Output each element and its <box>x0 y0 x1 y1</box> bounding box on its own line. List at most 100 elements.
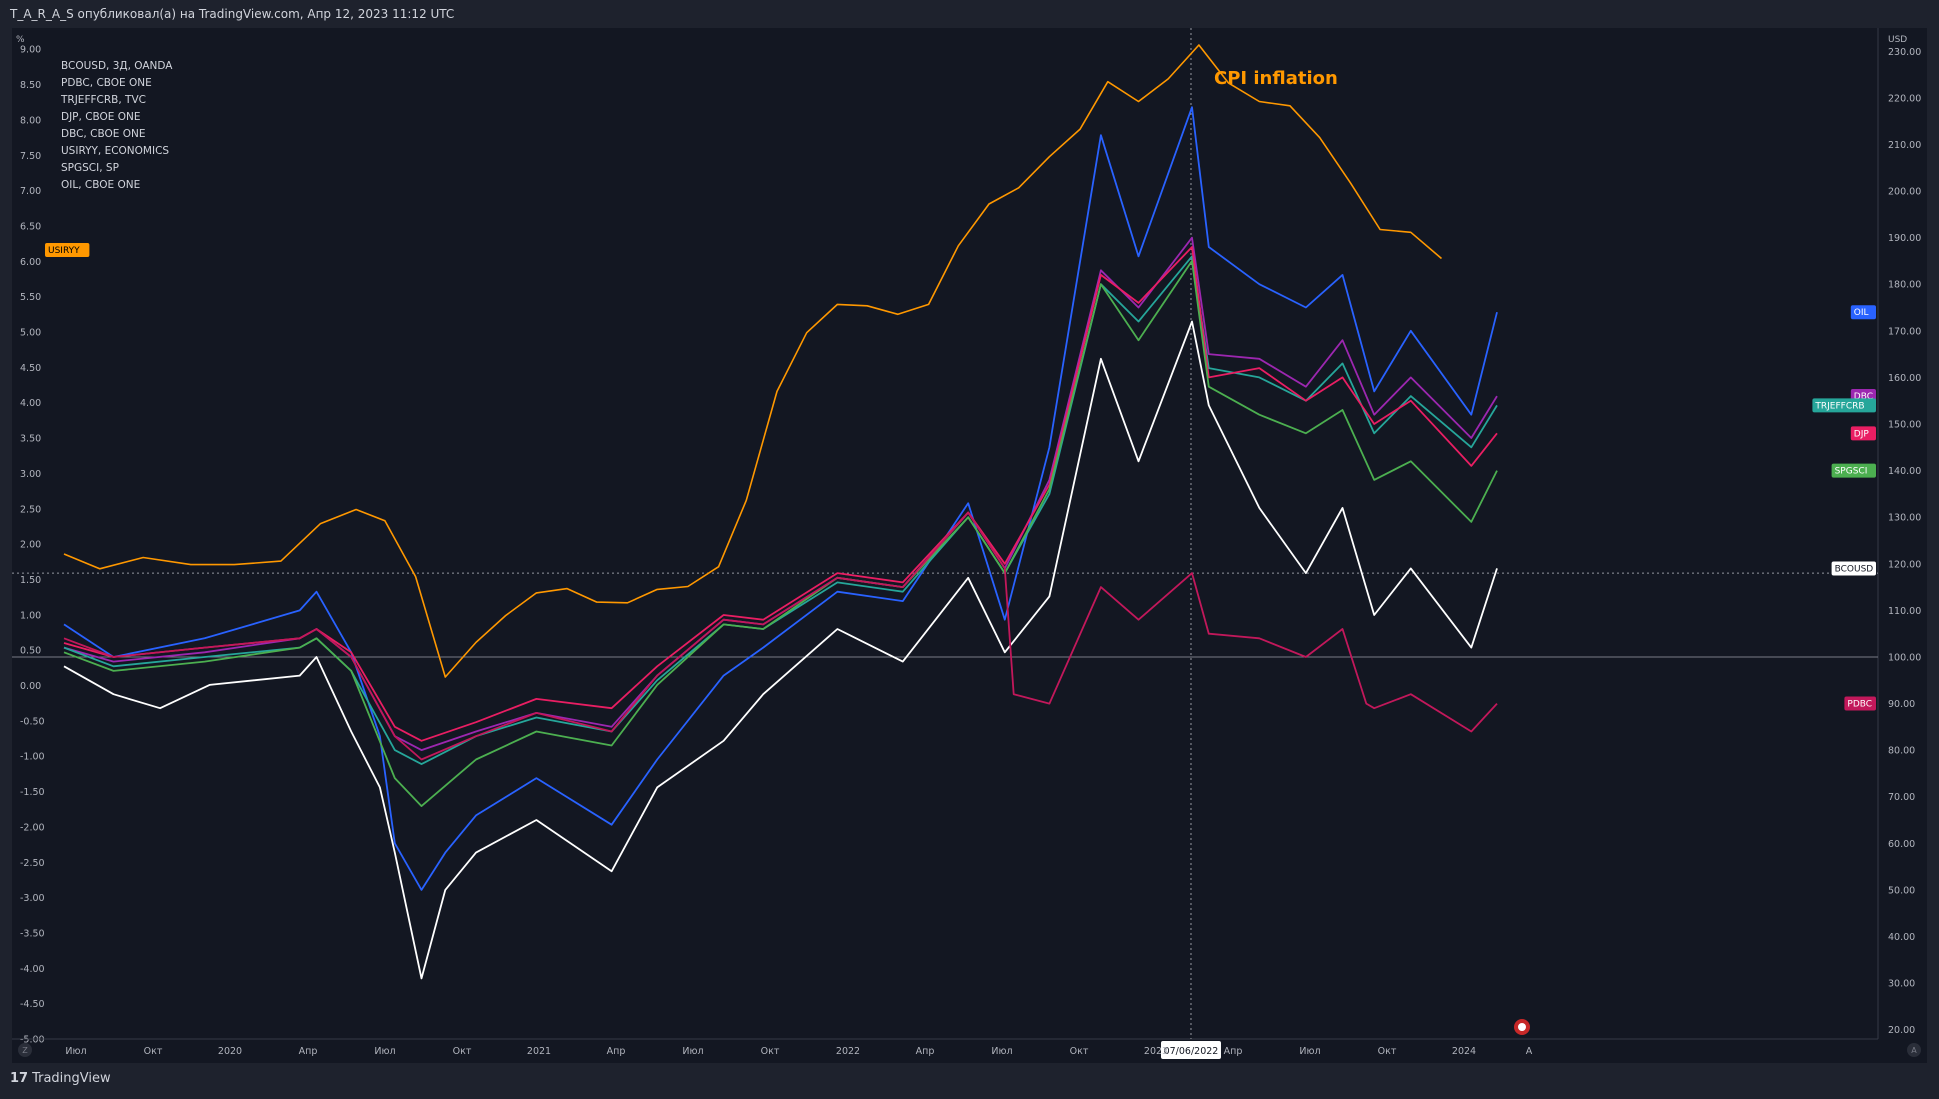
series-line-oil[interactable] <box>63 106 1498 891</box>
tradingview-logo[interactable]: 17 TradingView <box>10 1071 111 1086</box>
reference-lines <box>12 28 1879 1040</box>
series-line-spgsci[interactable] <box>63 260 1498 807</box>
time-axis-label: А <box>1526 1046 1533 1057</box>
badge-label-usiryy: USIRYY <box>48 246 80 256</box>
series-line-dbc[interactable] <box>63 236 1498 751</box>
right-axis-tick-label: 60.00 <box>1888 839 1915 850</box>
right-axis-tick-label: 200.00 <box>1888 187 1921 198</box>
legend-item[interactable]: TRJEFFCRB, TVC <box>61 94 146 106</box>
left-axis-tick-label: -1.50 <box>20 787 45 798</box>
time-axis-label: Окт <box>1070 1046 1089 1057</box>
time-axis-label: Июл <box>682 1046 703 1057</box>
crosshair-date-label: 07/06/2022 <box>1164 1046 1219 1057</box>
left-axis-tick-label: -2.50 <box>20 858 45 869</box>
right-axis-tick-label: 100.00 <box>1888 652 1921 663</box>
right-axis-tick-label: 230.00 <box>1888 47 1921 58</box>
left-axis-tick-label: 0.00 <box>20 681 41 692</box>
time-axis-label: Окт <box>1378 1046 1397 1057</box>
time-axis[interactable]: 07/06/2022 Июл Окт 2020 Апр Июл Окт 2021 Апр Июл О… <box>18 1019 1921 1059</box>
right-axis-tick-label: 170.00 <box>1888 326 1921 337</box>
left-axis-tick-label: 0.50 <box>20 646 41 657</box>
badge-bg-bcousd <box>1831 561 1876 576</box>
right-axis-tick-label: 80.00 <box>1888 746 1915 757</box>
left-axis-tick-label: -3.00 <box>20 893 45 904</box>
time-axis-label: Апр <box>607 1046 626 1057</box>
left-axis-tick-label: -0.50 <box>20 716 45 727</box>
footer-bar: 17 TradingView <box>0 1063 1939 1099</box>
series-lines[interactable] <box>63 44 1498 980</box>
us-flag-event-icon-inner <box>1518 1023 1526 1031</box>
auto-scale-label: A <box>1911 1046 1917 1055</box>
time-axis-label: 2022 <box>836 1046 860 1057</box>
tradingview-brand-text: TradingView <box>32 1071 111 1086</box>
badge-bg-oil <box>1850 305 1876 320</box>
left-axis-tick-label: 5.00 <box>20 328 41 339</box>
left-axis-tick-label: 2.50 <box>20 504 41 515</box>
left-axis-tick-label: 7.50 <box>20 151 41 162</box>
left-axis-tick-label: 6.50 <box>20 221 41 232</box>
legend-item[interactable]: BCOUSD, 3Д, OANDA <box>61 60 173 72</box>
time-axis-label: Июл <box>374 1046 395 1057</box>
series-legend: BCOUSD, 3Д, OANDA PDBC, CBOE ONE TRJEFFCRB… <box>61 58 173 194</box>
badge-label-dbc: DBC <box>1854 392 1873 402</box>
time-axis-label: Окт <box>453 1046 472 1057</box>
series-line-bcousd[interactable] <box>63 320 1498 980</box>
series-line-djp[interactable] <box>63 246 1498 742</box>
left-axis-tick-label: 4.50 <box>20 363 41 374</box>
legend-item[interactable]: DJP, CBOE ONE <box>61 111 141 123</box>
left-axis-tick-label: -4.50 <box>20 999 45 1010</box>
left-axis-tick-label: -3.50 <box>20 928 45 939</box>
zoom-corner-button[interactable] <box>18 1043 32 1057</box>
right-price-axis[interactable]: USD 230.00 220.00 210.00 200.00 190.00 180.00 1… <box>1888 35 1921 1036</box>
legend-item[interactable]: DBC, CBOE ONE <box>61 128 146 140</box>
crosshair-date-box <box>1160 1041 1221 1059</box>
legend-item[interactable]: OIL, CBOE ONE <box>61 179 141 191</box>
legend-item[interactable]: PDBC, CBOE ONE <box>61 77 152 89</box>
left-axis-unit: % <box>16 35 25 45</box>
right-axis-tick-label: 130.00 <box>1888 513 1921 524</box>
right-axis-unit: USD <box>1888 35 1907 45</box>
left-axis-tick-label: 7.00 <box>20 186 41 197</box>
badge-label-bcousd: BCOUSD <box>1835 564 1874 574</box>
zoom-corner-label: Z <box>22 1046 28 1055</box>
badge-label-djp: DJP <box>1854 429 1870 439</box>
right-axis-tick-label: 110.00 <box>1888 606 1921 617</box>
tradingview-logo-icon: 17 <box>10 1071 29 1086</box>
badge-label-trjeffcrb: TRJEFFCRB <box>1814 401 1864 411</box>
time-axis-label: 2023 <box>1144 1046 1168 1057</box>
time-axis-label: Июл <box>1299 1046 1320 1057</box>
badge-bg-pdbc <box>1844 696 1876 711</box>
series-line-pdbc[interactable] <box>63 511 1498 761</box>
series-line-trjeffcrb[interactable] <box>63 255 1498 765</box>
badge-label-oil: OIL <box>1854 308 1869 318</box>
chart-canvas[interactable]: %9.00 8.50 8.00 7.50 7.00 6.50 6.00 5.50 5.00 4.5… <box>12 28 1927 1063</box>
legend-item[interactable]: USIRYY, ECONOMICS <box>61 145 170 157</box>
time-axis-label: Окт <box>761 1046 780 1057</box>
time-axis-label: 2020 <box>218 1046 242 1057</box>
right-axis-tick-label: 150.00 <box>1888 420 1921 431</box>
right-axis-tick-label: 70.00 <box>1888 792 1915 803</box>
legend-item[interactable]: SPGSCI, SP <box>61 162 119 174</box>
badge-bg-usiryy <box>45 243 90 257</box>
left-axis-tick-label: 1.00 <box>20 610 41 621</box>
time-axis-label: Апр <box>299 1046 318 1057</box>
right-axis-tick-label: 30.00 <box>1888 979 1915 990</box>
left-axis-tick-label: 9.00 <box>20 45 41 56</box>
right-axis-tick-label: 20.00 <box>1888 1025 1915 1036</box>
series-line-usiryy[interactable] <box>63 44 1443 678</box>
left-axis-tick-label: 3.00 <box>20 469 41 480</box>
right-axis-tick-label: 50.00 <box>1888 885 1915 896</box>
time-axis-label: Июл <box>991 1046 1012 1057</box>
publication-header: T_A_R_A_S опубликовал(а) на TradingView.… <box>0 0 1939 28</box>
right-axis-tick-label: 210.00 <box>1888 140 1921 151</box>
cpi-inflation-annotation: CPI inflation <box>1214 68 1338 89</box>
auto-scale-button[interactable] <box>1907 1043 1921 1057</box>
time-axis-label: Июл <box>65 1046 86 1057</box>
left-price-axis[interactable]: %9.00 8.50 8.00 7.50 7.00 6.50 6.00 5.50 5.00 4.5… <box>16 35 45 1046</box>
right-axis-tick-label: 90.00 <box>1888 699 1915 710</box>
chart-area[interactable]: % 9.00 8.50 8.00 7.50 7.00 6.50 6.00 5.50 5.00 4.5… <box>12 28 1927 1063</box>
badge-bg-djp <box>1850 426 1876 441</box>
time-axis-label: Окт <box>144 1046 163 1057</box>
left-axis-tick-label: 4.00 <box>20 398 41 409</box>
